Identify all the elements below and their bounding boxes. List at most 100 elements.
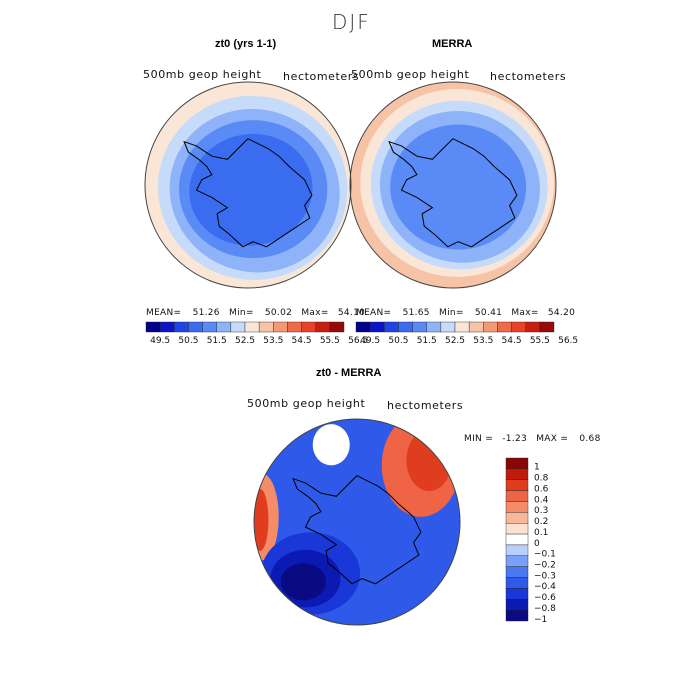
panel2-map <box>350 82 556 288</box>
panel3-subtitle-right: hectometers <box>387 399 464 412</box>
panel1-colorbar-swatch <box>174 321 189 333</box>
panel3-colorbar-tick: −0.6 <box>534 593 556 603</box>
panel2-min: 50.41 <box>474 308 503 318</box>
panel2-colorbar-swatch <box>497 321 512 333</box>
panel2-colorbar-tick: 49.5 <box>360 336 380 346</box>
panel1-colorbar-swatch <box>202 321 217 333</box>
panel1-mean: 51.26 <box>192 308 220 318</box>
panel2-colorbar-tick: 55.5 <box>530 336 550 346</box>
panel1-colorbar-swatch <box>315 321 331 333</box>
panel2-colorbar-tick: 56.5 <box>558 336 578 346</box>
panel3-anomaly-blob-2 <box>406 429 452 492</box>
panel1-map-boundary <box>144 81 352 289</box>
panel3-colorbar-swatch <box>505 544 529 557</box>
panel3-colorbar-tick: −0.2 <box>534 560 556 570</box>
panel2-colorbar-swatch <box>539 321 555 333</box>
panel2-mean-label: MEAN= <box>356 308 392 318</box>
panel3-max-label: MAX = <box>536 434 569 444</box>
panel2-colorbar-swatch <box>426 321 442 333</box>
panel3-colorbar-swatch <box>505 479 529 491</box>
panel3-colorbar-swatch <box>505 533 529 546</box>
panel3-colorbar-tick: −0.1 <box>534 550 556 560</box>
panel1-stats: MEAN= 51.26 Min= 50.02 Max= 54.10 <box>146 308 365 318</box>
panel3-anomaly-blob-9 <box>351 509 414 555</box>
panel2-colorbar-swatch <box>440 321 456 333</box>
panel2-max: 54.20 <box>547 308 576 318</box>
panel2-colorbar-swatch <box>355 321 371 333</box>
panel1-colorbar-swatch <box>301 321 316 333</box>
panel2-min-label: Min= <box>439 308 464 318</box>
panel1-min-label: Min= <box>229 308 254 318</box>
panel3-colorbar-swatch <box>505 501 529 513</box>
panel3-colorbar-tick: −0.3 <box>534 571 556 581</box>
panel1-colorbar-swatch <box>244 321 260 333</box>
panel2-colorbar-swatch <box>511 321 526 333</box>
panel3-colorbar-swatch <box>505 523 529 535</box>
panel1-colorbar-tick: 52.5 <box>235 336 255 346</box>
panel1-max: 54.10 <box>337 308 366 318</box>
panel2-colorbar-tick: 52.5 <box>445 336 465 346</box>
panel1-colorbar-tick: 49.5 <box>150 336 170 346</box>
panel3-colorbar-swatch <box>505 609 529 622</box>
panel1-colorbar-swatch <box>145 321 161 333</box>
panel2-colorbar-tick: 54.5 <box>502 336 522 346</box>
panel1-colorbar-tick: 55.5 <box>320 336 340 346</box>
panel2-colorbar-swatch <box>398 321 413 333</box>
panel1-title: zt0 (yrs 1-1) <box>215 38 277 50</box>
panel3-colorbar-tick: −1 <box>534 615 547 625</box>
panel3-colorbar-tick: 0.8 <box>534 474 549 484</box>
panel3-map <box>254 419 460 625</box>
panel3-colorbar-swatch <box>505 588 529 600</box>
panel2-contour-band-4 <box>390 124 527 250</box>
panel1-max-label: Max= <box>301 308 329 318</box>
panel3-colorbar-swatch <box>505 468 529 480</box>
panel3-colorbar-tick: 0.2 <box>534 517 548 527</box>
panel1-coastline <box>183 138 313 248</box>
panel2-colorbar-swatch <box>525 321 541 333</box>
panel2-coastline <box>388 138 518 248</box>
panel3-anomaly-blob-8 <box>280 563 327 601</box>
panel1-colorbar-swatch <box>287 321 302 333</box>
panel1-map <box>145 82 351 288</box>
panel1-subtitle-right: hectometers <box>283 70 360 83</box>
panel1-min: 50.02 <box>264 308 293 318</box>
panel2-colorbar-swatch <box>468 321 484 333</box>
panel1-colorbar-swatch <box>329 321 345 333</box>
panel2-colorbar-tick: 51.5 <box>417 336 437 346</box>
panel2-colorbar-swatch <box>483 321 498 333</box>
panel2-max-label: Max= <box>511 308 539 318</box>
panel3-map-boundary <box>253 418 461 626</box>
panel1-contour-band-4 <box>189 133 313 246</box>
panel1-subtitle-left: 500mb geop height <box>143 68 262 81</box>
panel2-colorbar-swatch <box>454 321 470 333</box>
panel3-colorbar-swatch <box>505 566 529 578</box>
panel2-colorbar-swatch <box>412 321 427 333</box>
figure-title: DJF <box>332 10 371 34</box>
panel1-colorbar-tick: 53.5 <box>263 336 283 346</box>
panel2-subtitle-right: hectometers <box>490 70 567 83</box>
panel3-min: -1.23 <box>502 434 528 444</box>
panel3-min-label: MIN = <box>464 434 494 444</box>
panel3-anomaly-blob-5 <box>312 424 350 466</box>
panel1-colorbar-tick: 51.5 <box>207 336 227 346</box>
panel3-colorbar-tick: 1 <box>534 463 540 473</box>
panel1-colorbar: 49.5 50.5 51.5 52.5 53.5 54.5 55.5 56.5 <box>145 321 368 346</box>
panel3-colorbar-tick: 0.6 <box>534 484 549 494</box>
panel1-colorbar-tick: 50.5 <box>178 336 198 346</box>
panel3-colorbar-tick: −0.8 <box>534 604 556 614</box>
panel2-colorbar-swatch <box>369 321 385 333</box>
panel3-colorbar-swatch <box>505 599 529 611</box>
panel3-colorbar-swatch <box>505 490 529 502</box>
panel1-colorbar-swatch <box>273 321 288 333</box>
panel2-subtitle-left: 500mb geop height <box>351 68 470 81</box>
panel2-stats: MEAN= 51.65 Min= 50.41 Max= 54.20 <box>356 308 575 318</box>
panel3-colorbar-tick: 0.4 <box>534 495 549 505</box>
panel2-colorbar: 49.5 50.5 51.5 52.5 53.5 54.5 55.5 56.5 <box>355 321 578 346</box>
panel3-title: zt0 - MERRA <box>316 367 382 379</box>
panel3-colorbar-swatch <box>505 512 529 524</box>
panel2-title: MERRA <box>432 38 473 50</box>
panel1-colorbar-swatch <box>230 321 246 333</box>
panel3-stats: MIN = -1.23 MAX = 0.68 <box>464 434 601 444</box>
panel1-colorbar-tick: 56.5 <box>348 336 368 346</box>
